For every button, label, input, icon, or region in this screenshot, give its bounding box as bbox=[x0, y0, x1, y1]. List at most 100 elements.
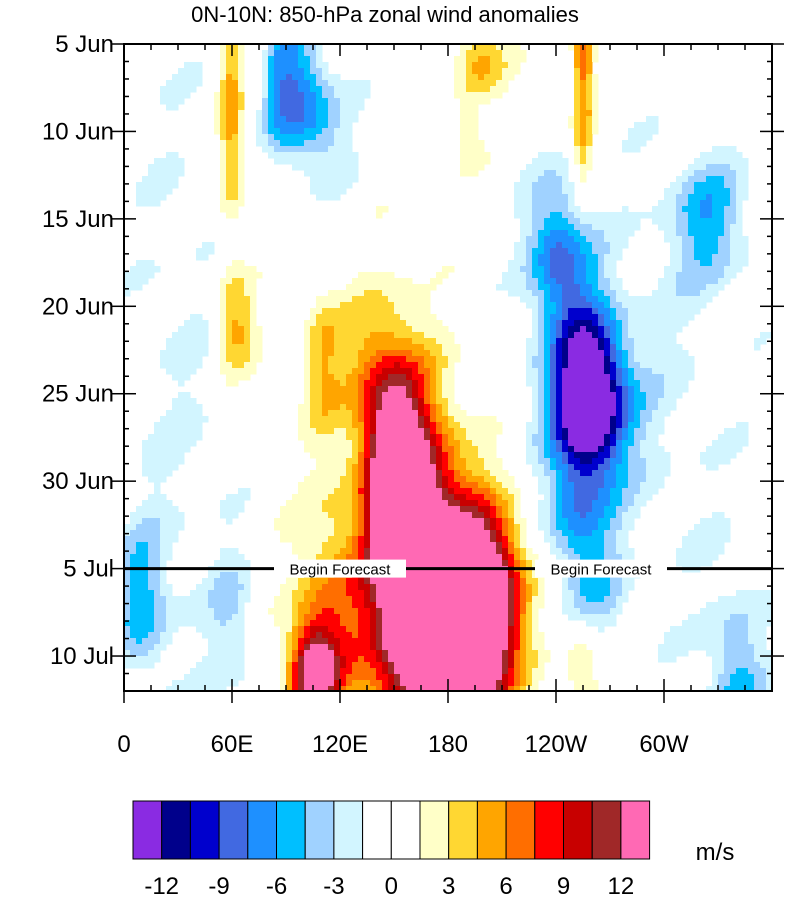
anomaly-cell bbox=[622, 584, 629, 591]
anomaly-cell bbox=[694, 536, 701, 543]
anomaly-cell bbox=[328, 446, 335, 453]
anomaly-cell bbox=[184, 446, 191, 453]
anomaly-cell bbox=[250, 344, 257, 351]
anomaly-cell bbox=[592, 320, 599, 327]
anomaly-cell bbox=[298, 482, 305, 489]
anomaly-cell bbox=[544, 416, 551, 423]
anomaly-cell bbox=[322, 326, 329, 333]
anomaly-cell bbox=[556, 518, 563, 525]
anomaly-cell bbox=[328, 350, 335, 357]
anomaly-cell bbox=[406, 368, 413, 375]
anomaly-cell bbox=[448, 488, 455, 495]
anomaly-cell bbox=[658, 470, 665, 477]
anomaly-cell bbox=[196, 332, 203, 339]
anomaly-cell bbox=[586, 368, 593, 375]
anomaly-cell bbox=[328, 314, 335, 321]
anomaly-cell bbox=[136, 530, 143, 537]
anomaly-cell bbox=[640, 458, 647, 465]
anomaly-cell bbox=[676, 230, 683, 237]
anomaly-cell bbox=[400, 596, 407, 603]
anomaly-cell bbox=[622, 428, 629, 435]
anomaly-cell bbox=[598, 434, 605, 441]
anomaly-cell bbox=[292, 140, 299, 147]
anomaly-cell bbox=[148, 170, 155, 177]
anomaly-cell bbox=[364, 386, 371, 393]
anomaly-cell bbox=[676, 254, 683, 261]
anomaly-cell bbox=[598, 530, 605, 537]
anomaly-cell bbox=[370, 284, 377, 291]
anomaly-cell bbox=[364, 278, 371, 285]
anomaly-cell bbox=[718, 188, 725, 195]
anomaly-cell bbox=[418, 422, 425, 429]
anomaly-cell bbox=[640, 344, 647, 351]
anomaly-cell bbox=[352, 170, 359, 177]
anomaly-cell bbox=[538, 326, 545, 333]
anomaly-cell bbox=[328, 416, 335, 423]
anomaly-cell bbox=[550, 494, 557, 501]
anomaly-cell bbox=[316, 338, 323, 345]
anomaly-cell bbox=[448, 434, 455, 441]
anomaly-cell bbox=[616, 530, 623, 537]
anomaly-cell bbox=[490, 500, 497, 507]
anomaly-cell bbox=[418, 410, 425, 417]
anomaly-cell bbox=[166, 368, 173, 375]
anomaly-cell bbox=[310, 536, 317, 543]
anomaly-cell bbox=[574, 116, 581, 123]
anomaly-cell bbox=[316, 434, 323, 441]
anomaly-cell bbox=[328, 488, 335, 495]
anomaly-cell bbox=[484, 482, 491, 489]
anomaly-cell bbox=[226, 332, 233, 339]
anomaly-cell bbox=[490, 524, 497, 531]
anomaly-cell bbox=[490, 488, 497, 495]
anomaly-cell bbox=[478, 146, 485, 153]
anomaly-cell bbox=[556, 230, 563, 237]
anomaly-cell bbox=[604, 332, 611, 339]
anomaly-cell bbox=[304, 134, 311, 141]
anomaly-cell bbox=[148, 590, 155, 597]
anomaly-cell bbox=[580, 374, 587, 381]
anomaly-cell bbox=[250, 302, 257, 309]
anomaly-cell bbox=[268, 62, 275, 69]
anomaly-cell bbox=[556, 236, 563, 243]
anomaly-cell bbox=[436, 572, 443, 579]
anomaly-cell bbox=[544, 224, 551, 231]
anomaly-cell bbox=[520, 236, 527, 243]
anomaly-cell bbox=[448, 344, 455, 351]
anomaly-cell bbox=[466, 122, 473, 129]
anomaly-cell bbox=[298, 500, 305, 507]
anomaly-cell bbox=[688, 302, 695, 309]
anomaly-cell bbox=[652, 422, 659, 429]
anomaly-cell bbox=[370, 476, 377, 483]
anomaly-cell bbox=[376, 290, 383, 297]
anomaly-cell bbox=[184, 416, 191, 423]
anomaly-cell bbox=[160, 194, 167, 201]
anomaly-cell bbox=[202, 248, 209, 255]
anomaly-cell bbox=[466, 152, 473, 159]
anomaly-cell bbox=[610, 242, 617, 249]
anomaly-cell bbox=[328, 590, 335, 597]
anomaly-cell bbox=[598, 416, 605, 423]
anomaly-cell bbox=[400, 512, 407, 519]
anomaly-cell bbox=[748, 596, 755, 603]
anomaly-cell bbox=[478, 446, 485, 453]
anomaly-cell bbox=[382, 596, 389, 603]
anomaly-cell bbox=[586, 434, 593, 441]
anomaly-cell bbox=[148, 602, 155, 609]
anomaly-cell bbox=[460, 50, 467, 57]
anomaly-cell bbox=[520, 518, 527, 525]
anomaly-cell bbox=[712, 170, 719, 177]
anomaly-cell bbox=[490, 542, 497, 549]
anomaly-cell bbox=[742, 170, 749, 177]
anomaly-cell bbox=[664, 272, 671, 279]
anomaly-cell bbox=[244, 344, 251, 351]
anomaly-cell bbox=[634, 368, 641, 375]
anomaly-cell bbox=[304, 512, 311, 519]
anomaly-cell bbox=[568, 470, 575, 477]
anomaly-cell bbox=[676, 374, 683, 381]
anomaly-cell bbox=[418, 374, 425, 381]
anomaly-cell bbox=[178, 74, 185, 81]
anomaly-cell bbox=[322, 392, 329, 399]
anomaly-cell bbox=[322, 356, 329, 363]
anomaly-cell bbox=[526, 440, 533, 447]
anomaly-cell bbox=[646, 494, 653, 501]
